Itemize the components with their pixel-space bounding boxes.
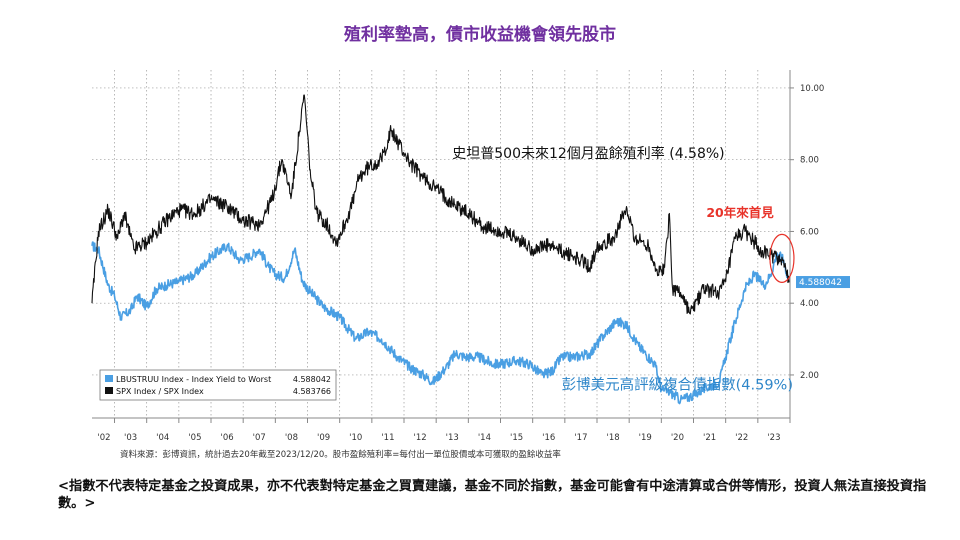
- legend-label-spx: SPX Index / SPX Index: [116, 387, 204, 396]
- x-tick-label: '10: [349, 433, 362, 443]
- chart: 2.00 4.00 6.00 8.00 10.00 '02 '03 '04 '05 '06 '07…: [91, 70, 850, 443]
- y-tick-label: 4.00: [800, 299, 819, 309]
- x-tick-label: '11: [381, 433, 394, 443]
- x-axis-ticks: '02 '03 '04 '05 '06 '07 '08 '09 '10 '11 '12 '13 '14 '…: [97, 418, 791, 443]
- annotation-20yr-high: 20年來首見: [706, 205, 774, 220]
- x-tick-label: '04: [156, 433, 169, 443]
- x-tick-label: '14: [478, 433, 491, 443]
- x-tick-label: '07: [253, 433, 266, 443]
- x-tick-label: '23: [767, 433, 780, 443]
- x-tick-label: '13: [446, 433, 459, 443]
- legend-value-spx: 4.583766: [293, 387, 331, 396]
- x-tick-label: '15: [510, 433, 523, 443]
- source-note: 資料來源：彭博資訊，統計過去20年截至2023/12/20。股市盈餘殖利率=每付…: [120, 450, 561, 460]
- y-tick-label: 10.00: [800, 84, 824, 94]
- x-tick-label: '17: [574, 433, 587, 443]
- x-tick-label: '19: [639, 433, 652, 443]
- x-tick-label: '08: [285, 433, 298, 443]
- legend-box: [99, 369, 337, 401]
- x-tick-label: '12: [414, 433, 427, 443]
- legend-value-bond: 4.588042: [293, 375, 331, 384]
- x-tick-label: '18: [607, 433, 620, 443]
- highlight-ellipse: [769, 233, 795, 283]
- last-value-label: 4.588042: [799, 278, 842, 288]
- gridlines: [92, 70, 791, 418]
- x-tick-label: '02: [97, 433, 110, 443]
- x-tick-label: '16: [542, 433, 555, 443]
- series-line-bond-yield: [91, 241, 790, 405]
- x-tick-label: '21: [703, 433, 716, 443]
- last-value-tag: [796, 276, 850, 289]
- annotation-spx: 史坦普500未來12個月盈餘殖利率 (4.58%): [452, 145, 724, 162]
- annotation-bond: 彭博美元高評級複合債指數(4.59%): [562, 376, 793, 393]
- x-tick-label: '09: [317, 433, 330, 443]
- y-tick-label: 8.00: [800, 156, 819, 166]
- y-axis-ticks: 2.00 4.00 6.00 8.00 10.00: [790, 84, 824, 381]
- legend-swatch-bond: [105, 375, 113, 382]
- x-tick-label: '20: [671, 433, 684, 443]
- y-tick-label: 6.00: [800, 227, 819, 237]
- y-tick-label: 2.00: [800, 371, 819, 381]
- x-tick-label: '05: [188, 433, 201, 443]
- x-tick-label: '03: [124, 433, 137, 443]
- x-tick-label: '22: [735, 433, 748, 443]
- legend-swatch-spx: [105, 387, 113, 394]
- disclaimer: <指數不代表特定基金之投資成果，亦不代表對特定基金之買賣建議，基金不同於指數，基…: [58, 479, 927, 511]
- series-line-spx-earnings-yield: [91, 94, 790, 315]
- x-tick-label: '06: [221, 433, 234, 443]
- legend: LBUSTRUU Index - Index Yield to Worst 4.…: [99, 369, 337, 401]
- legend-label-bond: LBUSTRUU Index - Index Yield to Worst: [116, 375, 271, 384]
- page-title: 殖利率墊高，債市收益機會領先股市: [344, 25, 616, 45]
